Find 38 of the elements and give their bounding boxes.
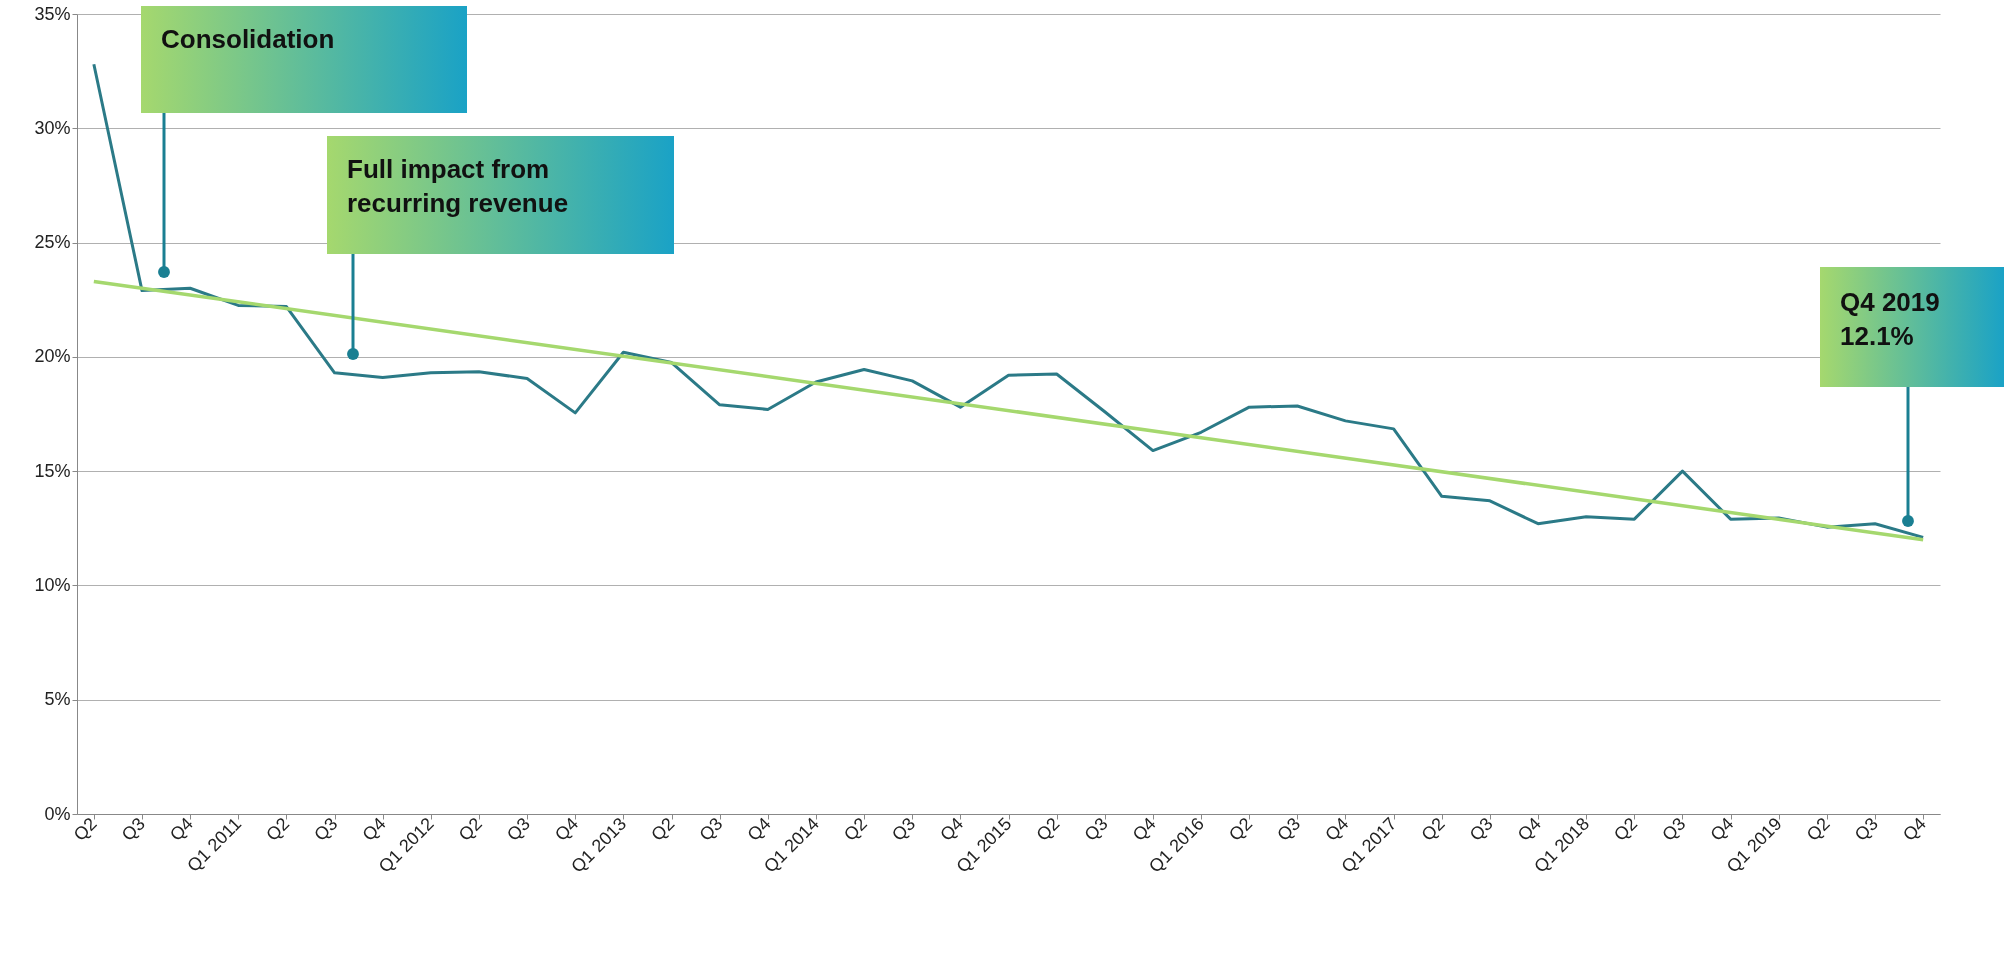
y-tick-label: 15% (34, 460, 71, 481)
y-tick-label: 0% (44, 803, 71, 824)
x-tick-label: Q4 (1128, 813, 1160, 845)
x-tick-label: Q4 (358, 813, 390, 845)
x-tick-label: Q4 (936, 813, 968, 845)
y-tick-label: 10% (34, 574, 71, 595)
x-tick-label: Q4 (165, 813, 197, 845)
x-tick-label: Q2 (839, 813, 871, 845)
x-tick-label: Q2 (1610, 813, 1642, 845)
x-tick-label: Q3 (1850, 813, 1882, 845)
x-tick-label: Q2 (647, 813, 679, 845)
x-tick-label: Q4 (743, 813, 775, 845)
x-tick-label: Q3 (695, 813, 727, 845)
x-tick-label: Q4 (1513, 813, 1545, 845)
x-tick-label: Q2 (69, 813, 101, 845)
x-tick-label: Q2 (1417, 813, 1449, 845)
x-tick-label: Q4 (1898, 813, 1931, 845)
y-tick-label: 20% (34, 346, 71, 367)
y-tick-label: 35% (34, 3, 71, 24)
x-tick-label: Q2 (262, 813, 294, 845)
y-tick-label: 5% (44, 689, 71, 710)
x-tick-label: Q3 (1080, 813, 1112, 845)
y-tick-label: 25% (34, 232, 71, 253)
x-tick-label: Q3 (310, 813, 342, 845)
x-tick-label: Q3 (1273, 813, 1305, 845)
x-tick-label: Q2 (1224, 813, 1257, 845)
x-tick-label: Q3 (887, 813, 920, 845)
y-tick-label: 30% (34, 117, 71, 138)
x-tick-label: Q3 (502, 813, 534, 845)
x-tick-label: Q2 (454, 813, 486, 845)
x-tick-label: Q3 (117, 813, 149, 845)
x-tick-label: Q4 (1706, 813, 1738, 845)
x-tick-label: Q3 (1465, 813, 1497, 845)
x-tick-label: Q2 (1032, 813, 1064, 845)
x-tick-label: Q3 (1658, 813, 1690, 845)
x-tick-label: Q4 (1321, 813, 1353, 845)
x-tick-label: Q4 (550, 813, 583, 845)
x-tick-label: Q2 (1802, 813, 1834, 845)
